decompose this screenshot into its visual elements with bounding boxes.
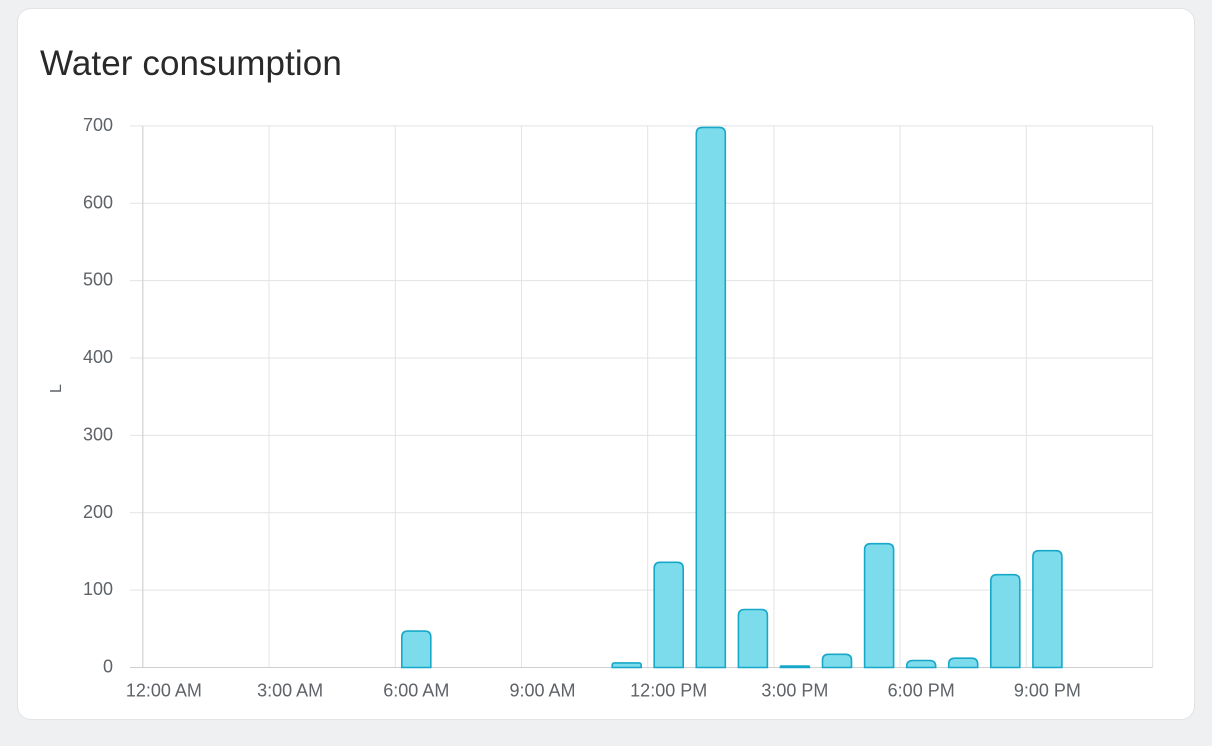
svg-text:500: 500 — [83, 270, 113, 290]
svg-text:600: 600 — [83, 192, 113, 212]
svg-text:200: 200 — [83, 502, 113, 522]
svg-text:6:00 PM: 6:00 PM — [888, 681, 955, 701]
svg-text:12:00 AM: 12:00 AM — [126, 681, 202, 701]
svg-text:3:00 PM: 3:00 PM — [761, 681, 828, 701]
svg-text:6:00 AM: 6:00 AM — [383, 681, 449, 701]
svg-text:9:00 AM: 9:00 AM — [509, 681, 575, 701]
svg-text:300: 300 — [83, 424, 113, 444]
svg-text:9:00 PM: 9:00 PM — [1014, 681, 1081, 701]
svg-text:0: 0 — [103, 657, 113, 677]
svg-text:100: 100 — [83, 579, 113, 599]
svg-text:12:00 PM: 12:00 PM — [630, 681, 707, 701]
svg-text:700: 700 — [83, 115, 113, 135]
svg-text:400: 400 — [83, 347, 113, 367]
svg-text:3:00 AM: 3:00 AM — [257, 681, 323, 701]
